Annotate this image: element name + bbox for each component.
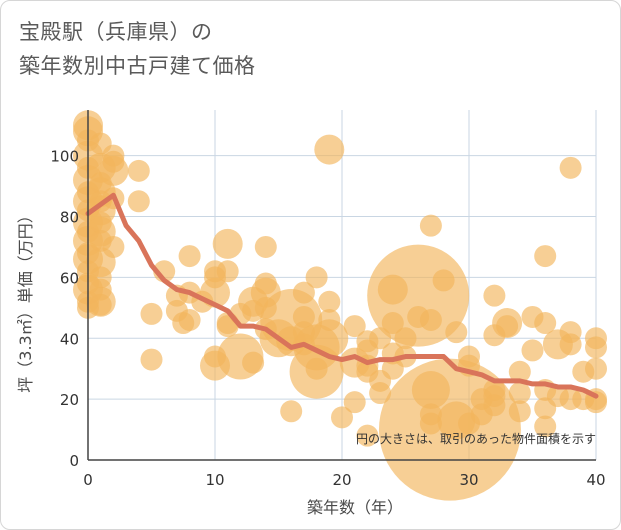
bubble-point — [292, 281, 315, 304]
x-tick-label: 0 — [83, 471, 93, 489]
bubble-point — [318, 309, 341, 331]
bubble-point — [534, 312, 557, 335]
bubble-point — [445, 321, 468, 344]
bubble-size-note: 円の大きさは、取引のあった物件面積を示す — [356, 431, 596, 446]
y-tick-label: 80 — [60, 209, 79, 227]
bubble-point — [508, 382, 531, 405]
bubble-point — [419, 412, 442, 435]
bubble-point — [140, 302, 163, 325]
bubble-point — [432, 269, 455, 292]
x-tick-label: 40 — [586, 471, 605, 489]
x-tick-label: 30 — [459, 471, 478, 489]
bubble-point — [369, 382, 392, 405]
y-tick-label: 20 — [60, 391, 79, 409]
x-axis-label: 築年数（年） — [307, 498, 403, 517]
x-tick-label: 20 — [332, 471, 351, 489]
y-tick-label: 0 — [69, 452, 79, 470]
trend-line — [85, 192, 599, 399]
y-tick-label: 40 — [60, 330, 79, 348]
bubble-point — [411, 371, 450, 409]
bubble-point — [89, 211, 112, 234]
bubble-point — [102, 150, 125, 173]
bubble-point — [318, 290, 341, 313]
bubble-point — [305, 357, 328, 380]
bubble-point — [280, 400, 303, 423]
y-axis-label: 坪（3.3㎡）単価（万円） — [16, 207, 35, 392]
bubble-point — [419, 309, 442, 331]
y-tick-label: 60 — [60, 269, 79, 287]
chart-title: 宝殿駅（兵庫県）の 築年数別中古戸建て価格 — [19, 15, 256, 83]
trend-series — [85, 192, 599, 399]
bubble-point — [89, 172, 112, 195]
bubble-point — [496, 315, 519, 338]
bubble-point — [310, 319, 349, 358]
title-line-2: 築年数別中古戸建て価格 — [19, 54, 256, 78]
bubble-point — [254, 235, 277, 258]
bubble-point — [559, 156, 582, 179]
bubble-point — [369, 327, 392, 350]
bubble-point — [394, 327, 417, 350]
bubble-point — [585, 357, 607, 380]
bubble-point — [331, 406, 353, 429]
bubble-point — [377, 274, 408, 305]
bubble-point — [254, 296, 277, 319]
bubble-point — [102, 235, 125, 258]
bubble-point — [381, 312, 404, 335]
x-tick-label: 10 — [205, 471, 224, 489]
bubble-point — [305, 266, 328, 289]
title-line-1: 宝殿駅（兵庫県）の — [19, 20, 213, 44]
bubble-point — [419, 214, 442, 237]
bubble-point — [508, 400, 531, 423]
bubble-point — [127, 190, 150, 213]
bubble-point — [178, 309, 201, 331]
bubble-point — [559, 333, 582, 356]
bubble-point — [343, 391, 366, 414]
bubble-point — [534, 415, 557, 438]
bubble-point — [212, 228, 243, 259]
axes: 0 10 20 30 40 0 20 40 60 80 100 — [50, 110, 606, 489]
bubble-point — [254, 272, 277, 295]
bubble-point — [483, 394, 506, 417]
bubble-point — [292, 305, 315, 328]
bubble-point — [521, 339, 544, 362]
bubble-point — [483, 284, 506, 307]
bubble-point — [204, 345, 226, 368]
bubble-point — [314, 134, 345, 165]
bubble-point — [534, 245, 557, 268]
bubble-point — [343, 315, 366, 338]
bubble-point — [585, 336, 607, 359]
bubble-point — [508, 360, 531, 383]
bubble-point — [178, 245, 201, 268]
bubble-point — [89, 293, 112, 316]
y-tick-label: 100 — [50, 148, 79, 166]
bubble-point — [140, 348, 163, 371]
bubble-point — [356, 424, 379, 447]
bubble-point — [242, 351, 265, 374]
bubble-point — [89, 278, 112, 301]
bubble-point — [216, 260, 239, 283]
bubble-series — [73, 110, 607, 501]
bubble-point — [127, 159, 150, 182]
